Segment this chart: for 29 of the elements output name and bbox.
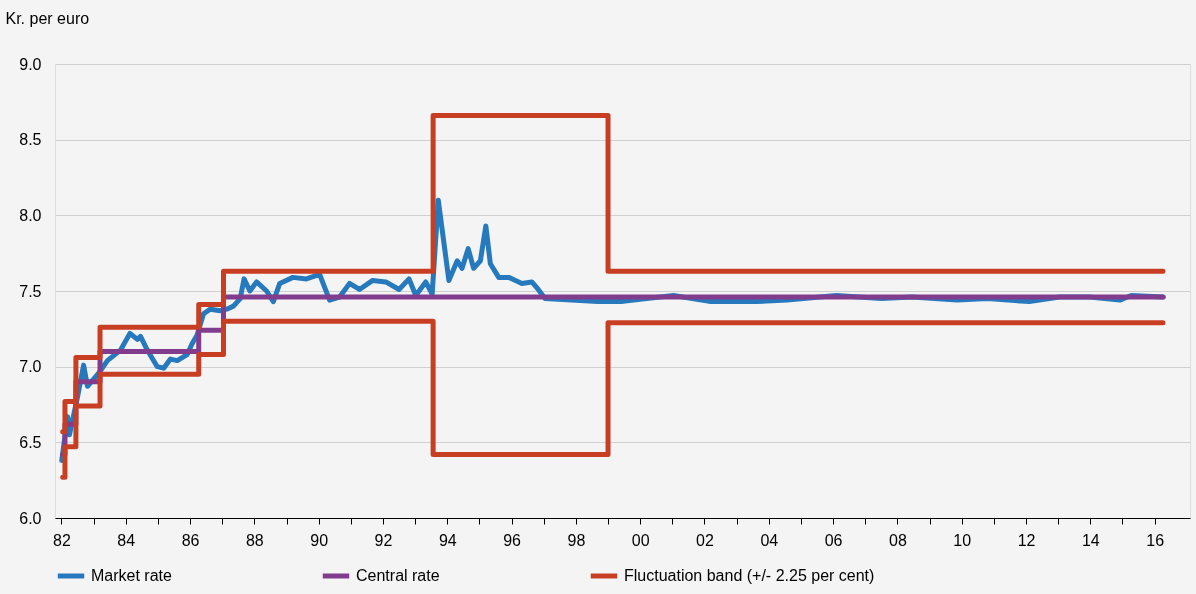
x-tick-label: 90 — [310, 531, 329, 549]
x-tick-label: 16 — [1146, 531, 1165, 549]
x-tick-label: 14 — [1081, 531, 1100, 549]
y-tick-label: 7.0 — [19, 358, 42, 376]
y-axis-title: Kr. per euro — [5, 9, 90, 27]
x-tick-label: 88 — [245, 531, 264, 549]
x-tick-label: 96 — [503, 531, 522, 549]
x-tick-label: 92 — [374, 531, 393, 549]
x-tick-label: 02 — [696, 531, 714, 549]
x-tick-label: 06 — [824, 531, 843, 549]
x-tick-label: 82 — [53, 531, 71, 549]
x-tick-label: 08 — [889, 531, 907, 549]
y-tick-label: 6.5 — [19, 433, 42, 451]
x-tick-label: 98 — [567, 531, 586, 549]
legend-label: Market rate — [91, 567, 173, 584]
y-tick-label: 7.5 — [19, 282, 42, 300]
x-tick-label: 12 — [1017, 531, 1036, 549]
x-tick-label: 00 — [631, 531, 650, 549]
x-tick-label: 04 — [760, 531, 779, 549]
x-tick-label: 94 — [438, 531, 457, 549]
x-tick-label: 84 — [117, 531, 136, 549]
y-tick-label: 6.0 — [19, 509, 42, 527]
legend-label: Fluctuation band (+/- 2.25 per cent) — [624, 567, 875, 584]
y-tick-label: 9.0 — [19, 55, 42, 73]
y-tick-label: 8.0 — [19, 206, 42, 224]
y-tick-label: 8.5 — [19, 131, 42, 149]
legend-label: Central rate — [356, 567, 440, 584]
x-tick-label: 86 — [181, 531, 200, 549]
x-tick-label: 10 — [953, 531, 972, 549]
